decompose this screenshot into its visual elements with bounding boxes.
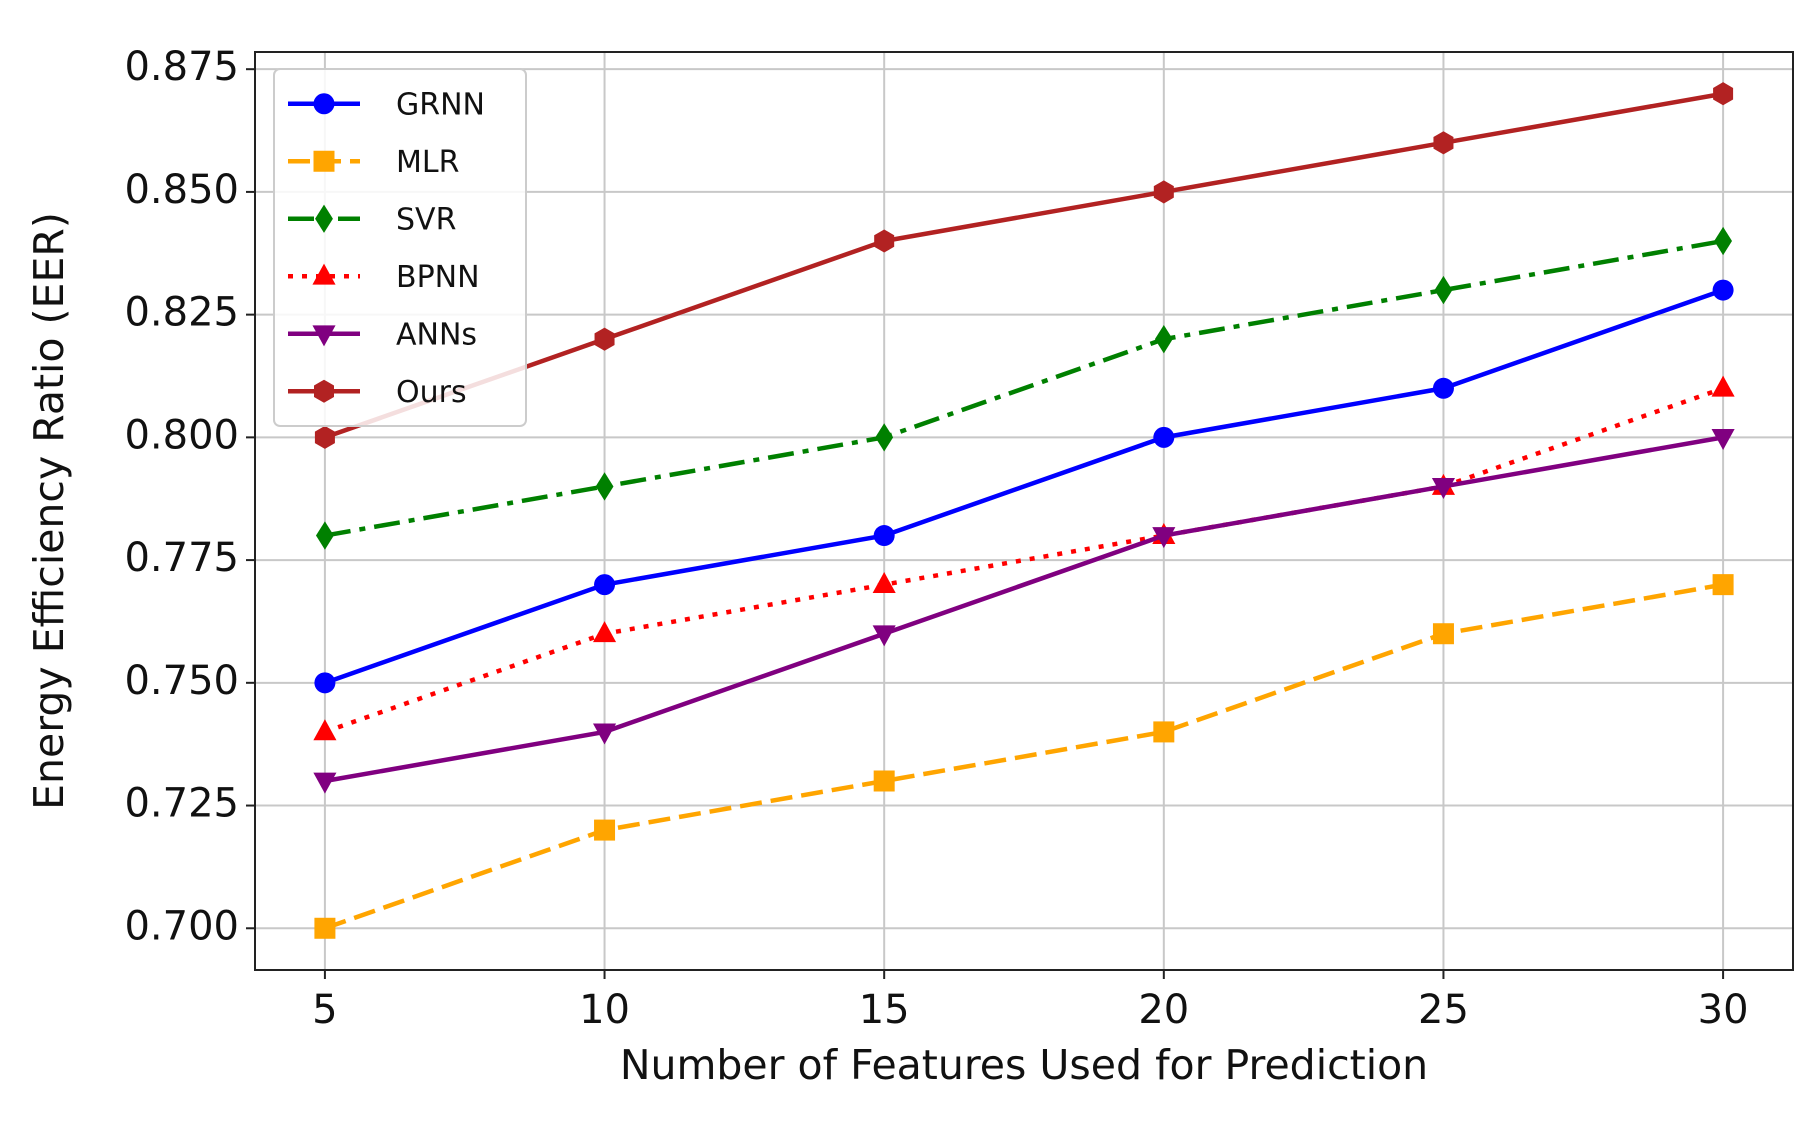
data-point — [1153, 721, 1175, 743]
y-tick-label: 0.800 — [124, 412, 239, 458]
data-point — [1152, 527, 1176, 549]
data-point — [1433, 131, 1454, 155]
data-point — [1154, 325, 1173, 354]
legend-label: ANNs — [396, 317, 477, 352]
data-point — [1432, 377, 1454, 399]
y-tick-label: 0.775 — [124, 535, 239, 581]
data-point — [875, 423, 894, 452]
data-point — [314, 917, 336, 939]
data-point — [1434, 275, 1453, 305]
y-tick-label: 0.750 — [124, 658, 239, 704]
data-point — [594, 574, 616, 596]
legend-marker — [312, 325, 336, 347]
legend-marker — [312, 263, 336, 285]
series-line — [324, 435, 1724, 784]
x-axis-label: Number of Features Used for Prediction — [620, 1041, 1428, 1089]
legend-marker — [313, 379, 335, 403]
data-point — [315, 521, 334, 550]
legend-marker — [313, 150, 335, 172]
legend-label: MLR — [396, 145, 459, 180]
data-point — [595, 472, 614, 501]
data-point — [1153, 426, 1175, 448]
series-line — [324, 238, 1724, 538]
legend-marker — [313, 93, 335, 115]
series-line — [324, 582, 1724, 931]
series-line — [324, 91, 1724, 440]
legend-label: BPNN — [396, 260, 480, 295]
y-axis-label: Energy Efficiency Ratio (EER) — [25, 212, 73, 810]
data-point — [314, 672, 336, 694]
data-point — [1431, 478, 1456, 500]
y-tick-label: 0.850 — [124, 167, 239, 213]
data-point — [872, 572, 896, 594]
plot-frame — [254, 51, 1794, 971]
y-tick-label: 0.725 — [124, 781, 239, 827]
y-tick-label: 0.700 — [124, 903, 239, 949]
data-point — [1711, 375, 1735, 397]
legend-marker — [315, 204, 333, 233]
data-point — [592, 621, 617, 643]
x-tick-label: 15 — [859, 987, 910, 1033]
data-point — [313, 719, 337, 741]
data-point — [873, 770, 895, 792]
data-point — [594, 819, 616, 841]
data-point — [594, 327, 615, 351]
data-point — [1153, 180, 1174, 204]
legend-label: GRNN — [396, 87, 485, 122]
legend-box — [273, 68, 527, 427]
data-point — [1714, 226, 1733, 256]
data-point — [873, 525, 895, 547]
x-tick-label: 5 — [312, 987, 337, 1033]
data-point — [874, 229, 895, 253]
data-point — [1711, 428, 1735, 450]
legend-label: Ours — [396, 375, 467, 410]
data-point — [313, 772, 337, 794]
x-tick-label: 20 — [1138, 987, 1189, 1033]
data-point — [1712, 574, 1734, 596]
series-line — [324, 287, 1724, 685]
x-tick-label: 10 — [579, 987, 630, 1033]
x-tick-label: 25 — [1418, 987, 1469, 1033]
legend-label: SVR — [396, 202, 456, 237]
data-point — [1432, 623, 1454, 645]
y-tick-label: 0.825 — [124, 290, 239, 336]
data-point — [872, 625, 896, 647]
data-point — [1712, 279, 1734, 301]
data-point — [1713, 82, 1734, 106]
data-point — [592, 723, 617, 745]
legend: GRNN MLR SVR BPNN ANNs Ours — [273, 68, 527, 427]
data-point — [314, 425, 335, 449]
x-tick-label: 30 — [1698, 987, 1749, 1033]
y-tick-label: 0.875 — [124, 44, 239, 90]
